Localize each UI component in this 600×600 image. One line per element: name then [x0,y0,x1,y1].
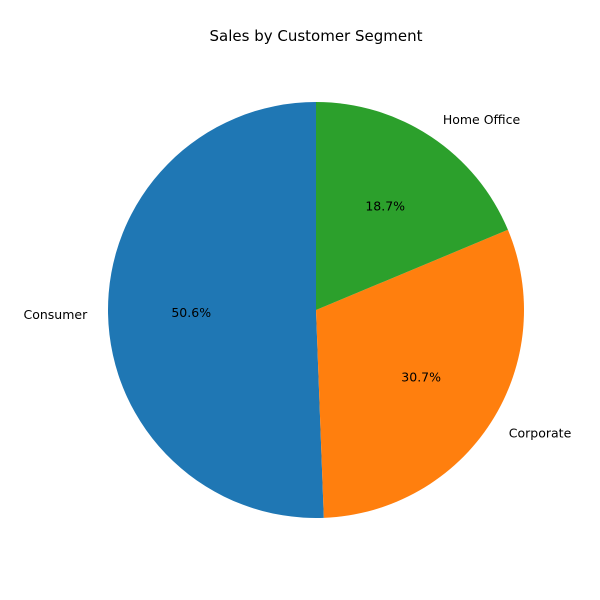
pie-labels: Consumer 50.6% Corporate 30.7% Home Office 18… [23,112,571,441]
category-label: Home Office [443,112,521,127]
percent-label: 30.7% [401,370,441,385]
pie-slice-corporate [316,229,525,518]
percent-label: 18.7% [365,199,405,214]
pie-slice-consumer [108,102,324,518]
category-label: Consumer [23,307,88,322]
pie-slice-home-office [316,102,508,310]
percent-label: 50.6% [171,305,211,320]
category-label: Corporate [509,426,572,441]
pie-slices [108,102,525,518]
chart-title: Sales by Customer Segment [210,27,423,45]
